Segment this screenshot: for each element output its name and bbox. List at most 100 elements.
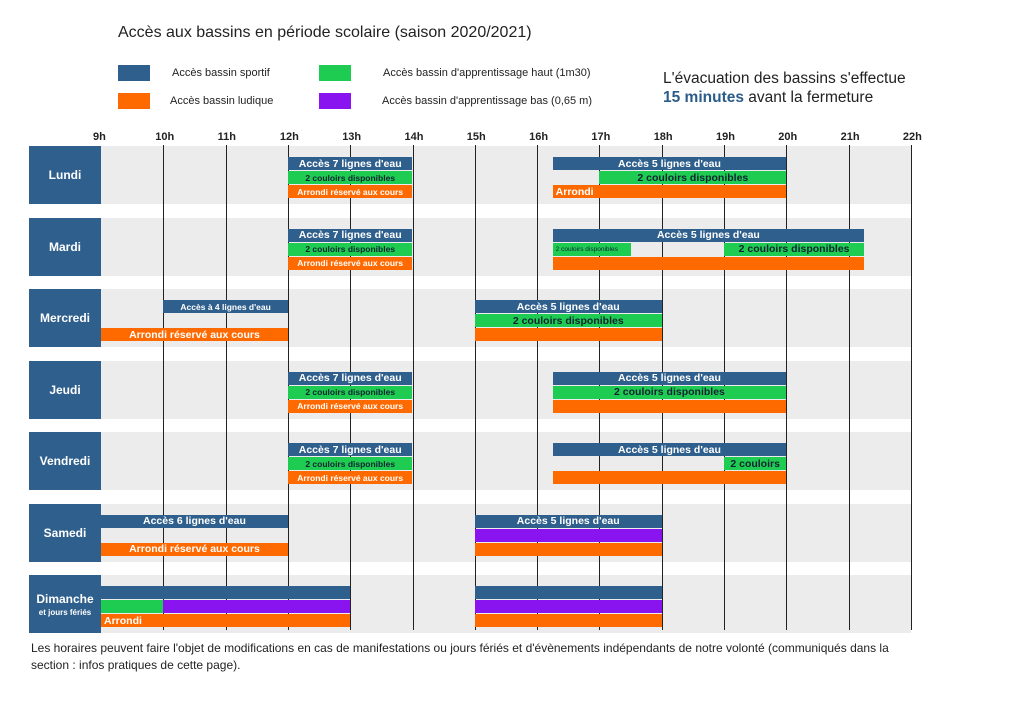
- schedule-bar-sportif: Accès 7 lignes d'eau: [287, 443, 413, 456]
- footer-note: Les horaires peuvent faire l'objet de mo…: [31, 641, 889, 672]
- hour-label: 14h: [404, 131, 424, 143]
- schedule-bar-sportif: Accès 5 lignes d'eau: [474, 514, 662, 528]
- evacuation-notice: L'évacuation des bassins s'effectue 15 m…: [663, 69, 906, 107]
- schedule-bar-ludique: Arrondi réservé aux cours: [287, 256, 413, 270]
- hour-label: 16h: [529, 131, 549, 143]
- hour-label: 17h: [591, 131, 611, 143]
- hour-label: 12h: [279, 131, 299, 143]
- schedule-bar-ludique: [552, 471, 787, 484]
- schedule-bar-sportif: Accès à 4 lignes d'eau: [163, 300, 288, 313]
- schedule-bar-ludique: [474, 614, 662, 627]
- day-label: Dimanche et jours fériés: [29, 575, 101, 633]
- notice-highlight: 15 minutes: [663, 89, 744, 106]
- schedule-bar-haut: 2 couloirs disponibles: [287, 385, 413, 399]
- notice-line-1: L'évacuation des bassins s'effectue: [663, 70, 906, 87]
- schedule-bar-haut: 2 couloirs: [724, 457, 787, 470]
- day-label: Vendredi: [29, 432, 101, 490]
- schedule-bar-ludique: Arrondi réservé aux cours: [287, 471, 413, 484]
- day-label: Mercredi: [29, 289, 101, 347]
- schedule-bar-haut: 2 couloirs disponibles: [552, 385, 787, 399]
- hour-label: 18h: [653, 131, 673, 143]
- day-label: Mardi: [29, 217, 101, 276]
- day-name: Dimanche: [36, 591, 94, 606]
- hour-label: 21h: [840, 131, 860, 143]
- schedule-bar-sportif: [101, 586, 351, 599]
- legend-item-bas: Accès bassin d'apprentissage bas (0,65 m…: [319, 93, 639, 111]
- schedule-bar-haut: [101, 600, 164, 613]
- hour-label: 9h: [93, 131, 106, 143]
- schedule-bar-haut: 2 couloirs disponibles: [724, 242, 865, 256]
- hour-label: 22h: [902, 131, 922, 143]
- schedule-bar-bas: [474, 528, 662, 542]
- schedule-bar-ludique: Arrondi réservé aux cours: [101, 328, 288, 341]
- notice-line-2: 15 minutes avant la fermeture: [663, 88, 906, 107]
- legend-swatch-sportif: [118, 65, 150, 81]
- schedule-bar-sportif: Accès 5 lignes d'eau: [552, 157, 787, 170]
- legend-swatch-bas: [319, 93, 351, 109]
- schedule-bar-sportif: Accès 7 lignes d'eau: [287, 371, 413, 385]
- schedule-bar-sportif: Accès 5 lignes d'eau: [552, 443, 787, 456]
- schedule-bar-ludique: [474, 542, 662, 556]
- day-name: Mercredi: [39, 311, 91, 325]
- schedule-bar-haut: 2 couloirs disponibles: [552, 242, 631, 256]
- schedule-bar-haut: 2 couloirs disponibles: [474, 314, 662, 327]
- schedule-bar-sportif: Accès 6 lignes d'eau: [101, 514, 288, 528]
- hour-gridline: [911, 145, 912, 630]
- schedule-bar-ludique: [552, 399, 787, 413]
- schedule-bar-sportif: Accès 7 lignes d'eau: [287, 228, 413, 242]
- legend-swatch-haut: [319, 65, 351, 81]
- schedule-bar-ludique: Arrondi: [552, 185, 787, 198]
- schedule-bar-ludique: Arrondi réservé aux cours: [101, 542, 288, 556]
- hour-gridline: [226, 145, 227, 630]
- day-name: Vendredi: [39, 454, 91, 468]
- day-name: Mardi: [48, 239, 81, 254]
- legend-label: Accès bassin sportif: [172, 67, 270, 79]
- hour-label: 20h: [778, 131, 798, 143]
- day-subtitle: et jours fériés: [38, 607, 92, 617]
- schedule-bar-sportif: Accès 5 lignes d'eau: [474, 300, 662, 313]
- hour-gridline: [849, 145, 850, 630]
- legend-item-haut: Accès bassin d'apprentissage haut (1m30): [319, 65, 639, 83]
- legend-item-sportif: Accès bassin sportif: [118, 65, 318, 83]
- hour-label: 13h: [342, 131, 362, 143]
- hour-label: 11h: [217, 131, 236, 143]
- schedule-bar-sportif: Accès 7 lignes d'eau: [287, 157, 413, 170]
- schedule-bar-haut: 2 couloirs disponibles: [287, 171, 413, 184]
- hour-label: 15h: [466, 131, 486, 143]
- page-title: Accès aux bassins en période scolaire (s…: [118, 24, 532, 41]
- hour-gridline: [786, 145, 787, 630]
- day-row-background: [101, 432, 911, 490]
- schedule-bar-sportif: Accès 5 lignes d'eau: [552, 228, 865, 242]
- legend-label: Accès bassin d'apprentissage haut (1m30): [383, 67, 591, 79]
- hour-gridline: [163, 145, 164, 630]
- schedule-bar-sportif: Accès 5 lignes d'eau: [552, 371, 787, 385]
- hour-label: 10h: [155, 131, 175, 143]
- day-name: Lundi: [48, 168, 82, 182]
- schedule-bar-haut: 2 couloirs disponibles: [287, 457, 413, 470]
- schedule-bar-ludique: Arrondi réservé aux cours: [287, 185, 413, 198]
- day-label: Lundi: [29, 146, 101, 204]
- legend-swatch-ludique: [118, 93, 150, 109]
- hour-gridline: [413, 145, 414, 630]
- schedule-bar-haut: 2 couloirs disponibles: [287, 242, 413, 256]
- hour-label: 19h: [716, 131, 735, 143]
- legend-label: Accès bassin ludique: [170, 95, 274, 107]
- schedule-bar-haut: 2 couloirs disponibles: [599, 171, 787, 184]
- notice-rest: avant la fermeture: [743, 89, 874, 106]
- day-name: Samedi: [43, 525, 87, 540]
- day-row-background: [101, 360, 911, 419]
- schedule-bar-sportif: [474, 586, 662, 599]
- schedule-bar-ludique: [552, 256, 865, 270]
- day-row-background: [101, 146, 911, 204]
- legend-label: Accès bassin d'apprentissage bas (0,65 m…: [382, 95, 592, 107]
- day-label: Jeudi: [29, 360, 101, 419]
- legend-item-ludique: Accès bassin ludique: [118, 93, 318, 111]
- day-name: Jeudi: [49, 382, 81, 397]
- hour-gridline: [475, 145, 476, 630]
- schedule-bar-ludique: Arrondi: [101, 614, 351, 627]
- schedule-bar-bas: [163, 600, 351, 613]
- schedule-bar-bas: [474, 600, 662, 613]
- day-label: Samedi: [29, 503, 101, 562]
- hour-gridline: [537, 145, 538, 630]
- schedule-bar-ludique: Arrondi réservé aux cours: [287, 399, 413, 413]
